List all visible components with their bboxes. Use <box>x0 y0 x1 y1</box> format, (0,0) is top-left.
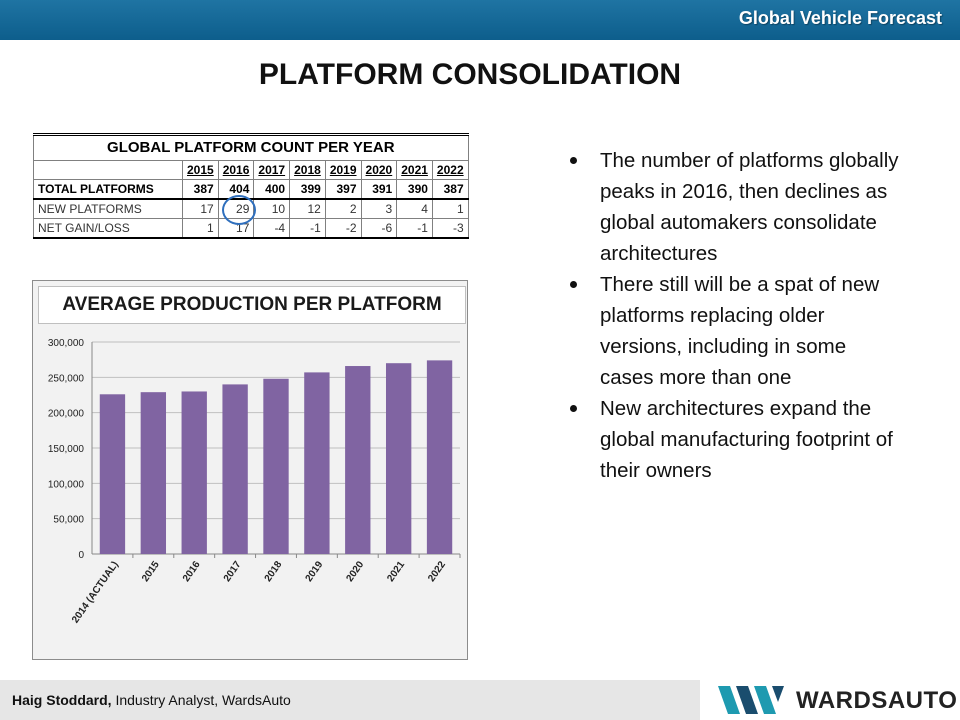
row-label: NEW PLATFORMS <box>33 198 183 219</box>
year-header: 2015 <box>182 160 219 180</box>
bar <box>181 391 207 554</box>
presenter-name: Haig Stoddard, <box>12 692 112 708</box>
table-header-blank <box>33 160 183 180</box>
table-cell: 387 <box>182 179 219 200</box>
y-tick-label: 300,000 <box>48 338 85 349</box>
platform-count-table: GLOBAL PLATFORM COUNT PER YEAR 2015 2016… <box>33 133 469 239</box>
bar <box>304 372 330 554</box>
year-header: 2018 <box>289 160 326 180</box>
bullet-item: New architectures expand the global manu… <box>570 393 900 486</box>
table-row: NEW PLATFORMS 17 29 10 12 2 3 4 1 <box>33 198 469 219</box>
year-header: 2020 <box>360 160 398 180</box>
chart-title-box: AVERAGE PRODUCTION PER PLATFORM <box>38 286 466 324</box>
x-tick-label: 2014 (ACTUAL) <box>70 559 121 625</box>
table-cell: 391 <box>360 179 398 200</box>
x-tick-label: 2018 <box>263 559 285 584</box>
year-header: 2021 <box>396 160 433 180</box>
bar <box>345 366 371 554</box>
table-cell: 387 <box>431 179 469 200</box>
bullet-text: New architectures expand the global manu… <box>600 397 893 482</box>
y-tick-label: 100,000 <box>48 479 85 490</box>
top-banner: Global Vehicle Forecast <box>0 0 960 40</box>
logo-wordmark: WARDSAUTO <box>796 687 958 714</box>
highlight-circle <box>222 195 256 225</box>
wardsauto-logo: WARDSAUTO <box>700 680 960 720</box>
row-label: TOTAL PLATFORMS <box>33 179 183 200</box>
bar <box>426 360 453 554</box>
bullet-text: There still will be a spat of new platfo… <box>600 273 880 389</box>
x-tick-label: 2019 <box>304 559 326 584</box>
x-tick-label: 2022 <box>426 559 448 584</box>
x-tick-label: 2015 <box>140 559 162 584</box>
x-tick-label: 2021 <box>385 559 407 584</box>
bullet-item: The number of platforms globally peaks i… <box>570 145 900 269</box>
x-tick-label: 2017 <box>222 559 244 584</box>
x-tick-label: 2020 <box>344 559 366 584</box>
y-tick-label: 250,000 <box>48 373 85 384</box>
bar <box>222 384 248 554</box>
wardsauto-mark-icon <box>718 686 784 714</box>
year-header: 2022 <box>431 160 469 180</box>
bar <box>99 394 126 554</box>
presenter-role: Industry Analyst, WardsAuto <box>111 692 291 708</box>
table-cell: -1 <box>289 218 326 239</box>
row-label: NET GAIN/LOSS <box>33 218 183 239</box>
bullet-item: There still will be a spat of new platfo… <box>570 269 900 393</box>
y-tick-label: 200,000 <box>48 409 85 420</box>
bar <box>140 392 167 554</box>
year-header: 2017 <box>253 160 291 180</box>
slide-title: PLATFORM CONSOLIDATION <box>258 58 682 91</box>
bullet-dot-icon <box>570 157 577 164</box>
y-tick-label: 50,000 <box>53 515 84 526</box>
banner-title: Global Vehicle Forecast <box>738 8 942 28</box>
bar <box>385 363 412 554</box>
year-header: 2019 <box>324 160 362 180</box>
table-cell: -3 <box>431 218 469 239</box>
bullet-dot-icon <box>570 281 577 288</box>
x-tick-label: 2016 <box>181 559 203 584</box>
y-tick-label: 150,000 <box>48 444 85 455</box>
bullet-list: The number of platforms globally peaks i… <box>570 145 900 486</box>
y-tick-label: 0 <box>78 550 84 561</box>
bar <box>263 378 289 554</box>
bullet-text: The number of platforms globally peaks i… <box>600 149 899 265</box>
table-row: TOTAL PLATFORMS 387 404 400 399 397 391 … <box>33 179 469 200</box>
table-cell: 400 <box>253 179 291 200</box>
table-cell: 397 <box>324 179 362 200</box>
table-title: GLOBAL PLATFORM COUNT PER YEAR <box>33 133 469 161</box>
table-cell: -1 <box>396 218 433 239</box>
table-cell: 390 <box>396 179 433 200</box>
chart-title: AVERAGE PRODUCTION PER PLATFORM <box>62 294 442 315</box>
bullet-dot-icon <box>570 405 577 412</box>
presenter-credit: Haig Stoddard, Industry Analyst, WardsAu… <box>12 692 291 708</box>
table-header-row: 2015 2016 2017 2018 2019 2020 2021 2022 <box>33 160 469 180</box>
